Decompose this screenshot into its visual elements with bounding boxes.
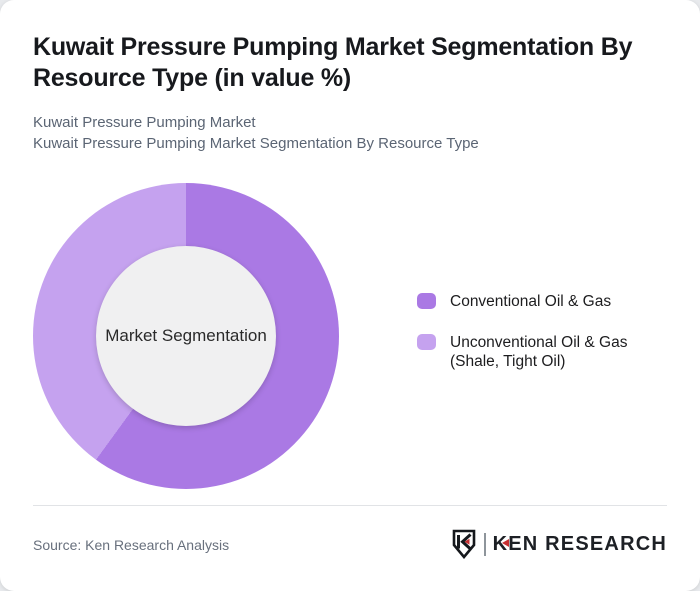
chart-subtitles: Kuwait Pressure Pumping Market Kuwait Pr… bbox=[33, 112, 479, 154]
donut-center-label: Market Segmentation bbox=[105, 326, 267, 345]
logo-text-wrap: KEN RESEARCH bbox=[493, 533, 667, 556]
footer-divider bbox=[33, 505, 667, 506]
ken-research-logo: KEN RESEARCH bbox=[451, 527, 667, 561]
legend-item-unconventional[interactable]: Unconventional Oil & Gas (Shale, Tight O… bbox=[417, 333, 627, 371]
logo-separator bbox=[483, 532, 486, 556]
shield-k-icon bbox=[452, 529, 475, 559]
logo-k-red-triangle-icon bbox=[501, 538, 509, 547]
legend-swatch-unconventional bbox=[417, 334, 436, 350]
subtitle-line-2: Kuwait Pressure Pumping Market Segmentat… bbox=[33, 135, 479, 152]
chart-legend: Conventional Oil & Gas Unconventional Oi… bbox=[417, 292, 627, 371]
donut-chart[interactable]: Market Segmentation bbox=[33, 183, 339, 489]
legend-swatch-conventional bbox=[417, 293, 436, 309]
subtitle-line-1: Kuwait Pressure Pumping Market bbox=[33, 114, 256, 131]
source-note: Source: Ken Research Analysis bbox=[33, 537, 230, 553]
page-title: Kuwait Pressure Pumping Market Segmentat… bbox=[33, 33, 633, 92]
legend-label-unconventional: Unconventional Oil & Gas (Shale, Tight O… bbox=[450, 334, 628, 370]
logo-wordmark: KEN RESEARCH bbox=[492, 532, 667, 555]
legend-label-conventional: Conventional Oil & Gas bbox=[450, 293, 612, 310]
donut-center: Market Segmentation bbox=[96, 246, 276, 426]
legend-item-conventional[interactable]: Conventional Oil & Gas bbox=[417, 292, 627, 311]
